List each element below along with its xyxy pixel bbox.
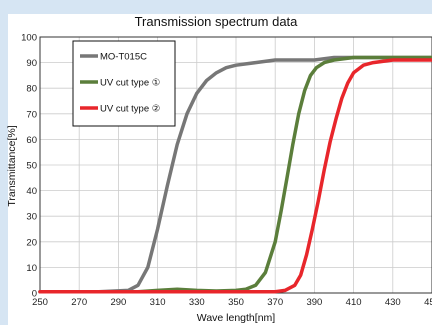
y-tick-label: 50 (26, 161, 37, 172)
x-tick-label: 270 (71, 297, 87, 308)
x-tick-labels: 250 270 290 310 330 350 370 390 410 430 450 (32, 297, 432, 308)
y-tick-label: 40 (26, 186, 37, 197)
y-tick-label: 0 (32, 289, 37, 300)
x-tick-label: 430 (385, 297, 401, 308)
x-tick-label: 390 (306, 297, 322, 308)
y-tick-label: 20 (26, 237, 37, 248)
x-axis-label: Wave length[nm] (197, 312, 275, 324)
series-lines (38, 55, 432, 294)
legend-label-2: UV cut type ① (100, 78, 161, 89)
x-tick-label: 290 (110, 297, 126, 308)
y-tick-labels: 0 10 20 30 40 50 60 70 80 90 100 (21, 33, 37, 300)
y-tick-label: 100 (21, 33, 37, 44)
x-tick-label: 310 (150, 297, 166, 308)
series-line-3 (38, 58, 432, 294)
y-tick-label: 10 (26, 263, 37, 274)
x-tick-label: 350 (228, 297, 244, 308)
chart-title: Transmission spectrum data (135, 14, 299, 29)
y-axis-label: Transmittance[%] (6, 125, 18, 206)
x-tick-label: 330 (189, 297, 205, 308)
y-tick-label: 70 (26, 109, 37, 120)
legend-label-1: MO-T015C (100, 52, 147, 63)
x-tick-label: 450 (424, 297, 432, 308)
y-tick-label: 80 (26, 84, 37, 95)
legend-label-3: UV cut type ② (100, 104, 161, 115)
y-tick-label: 90 (26, 58, 37, 69)
x-tick-label: 410 (346, 297, 362, 308)
x-tick-label: 250 (32, 297, 48, 308)
y-tick-label: 60 (26, 135, 37, 146)
y-tick-label: 30 (26, 212, 37, 223)
legend: MO-T015C UV cut type ① UV cut type ② (72, 40, 176, 127)
x-tick-label: 370 (267, 297, 283, 308)
